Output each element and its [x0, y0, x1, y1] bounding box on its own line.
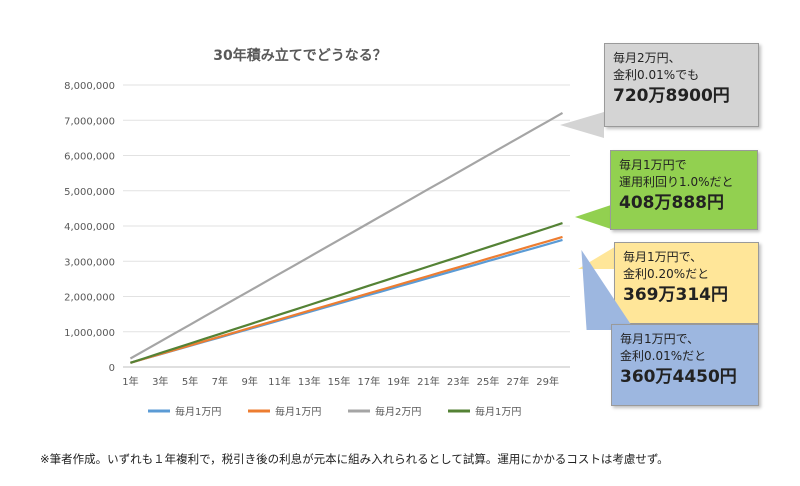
y-tick-label: 8,000,000: [64, 81, 115, 92]
callout-line2: 金利0.01%だと: [620, 349, 707, 363]
callout-tail-2man: [560, 112, 604, 138]
callout-line1: 毎月2万円、: [613, 51, 681, 65]
x-tick-label: 13年: [298, 375, 321, 388]
callout-line2: 運用利回り1.0%だと: [619, 175, 734, 189]
x-tick-label: 1年: [122, 375, 138, 388]
chart-title: 30年積み立てでどうなる？: [213, 47, 386, 64]
callout-value: 720万8900円: [613, 86, 730, 106]
x-tick-label: 5年: [182, 375, 198, 388]
y-tick-label: 2,000,000: [64, 293, 115, 304]
series-line: [130, 222, 563, 364]
x-tick-label: 7年: [212, 375, 228, 388]
series-line: [130, 235, 563, 364]
legend-label: 毎月1万円: [175, 405, 221, 418]
callout-value: 408万888円: [619, 193, 724, 213]
x-tick-label: 11年: [268, 375, 291, 388]
x-tick-label: 29年: [536, 375, 559, 388]
callout-1man-001: 毎月1万円で、 金利0.01%だと 360万4450円: [611, 324, 759, 406]
x-tick-label: 27年: [506, 375, 529, 388]
callout-tail-1man-1pct: [575, 205, 611, 229]
series-line: [129, 111, 564, 360]
x-tick-label: 25年: [477, 375, 500, 388]
callout-2man: 毎月2万円、 金利0.01%でも 720万8900円: [604, 43, 759, 127]
callout-line1: 毎月1万円で: [619, 158, 687, 172]
x-tick-label: 21年: [417, 375, 440, 388]
x-tick-label: 17年: [357, 375, 380, 388]
legend-label: 毎月2万円: [375, 405, 421, 418]
x-tick-label: 19年: [387, 375, 410, 388]
y-tick-label: 1,000,000: [64, 328, 115, 339]
callout-value: 369万314円: [623, 285, 728, 305]
callout-1man-020: 毎月1万円で、 金利0.20%だと 369万314円: [614, 242, 759, 324]
y-tick-label: 0: [109, 363, 115, 374]
y-tick-label: 5,000,000: [64, 187, 115, 198]
callout-line2: 金利0.20%だと: [623, 267, 710, 281]
legend-label: 毎月1万円: [275, 405, 321, 418]
callout-1man-1pct: 毎月1万円で 運用利回り1.0%だと 408万888円: [610, 150, 758, 230]
legend-label: 毎月1万円: [475, 405, 521, 418]
callout-line2: 金利0.01%でも: [613, 68, 700, 82]
y-tick-label: 3,000,000: [64, 257, 115, 268]
callout-line1: 毎月1万円で、: [623, 250, 703, 264]
callout-value: 360万4450円: [620, 367, 737, 387]
y-tick-label: 6,000,000: [64, 152, 115, 163]
x-tick-label: 9年: [241, 375, 257, 388]
callout-tail-1man-020: [578, 245, 618, 269]
x-tick-label: 15年: [328, 375, 351, 388]
x-tick-label: 3年: [152, 375, 168, 388]
callout-line1: 毎月1万円で、: [620, 332, 700, 346]
y-tick-label: 4,000,000: [64, 222, 115, 233]
y-tick-label: 7,000,000: [64, 116, 115, 127]
footnote: ※筆者作成。いずれも１年複利で，税引き後の利息が元本に組み入れられるとして試算。…: [40, 452, 669, 466]
x-tick-label: 23年: [447, 375, 470, 388]
